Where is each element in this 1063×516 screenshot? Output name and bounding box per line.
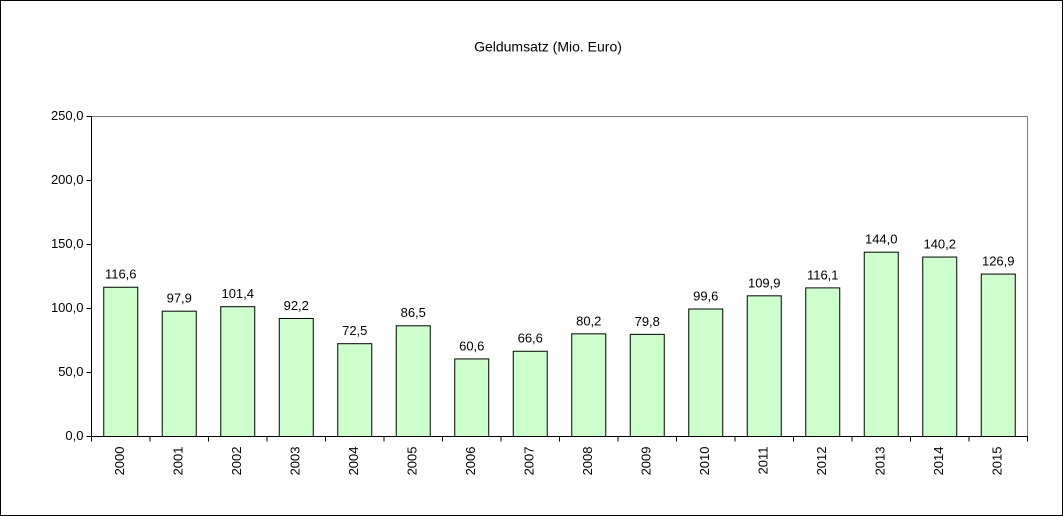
bar xyxy=(278,317,314,438)
bar xyxy=(220,306,256,438)
bar xyxy=(103,286,139,438)
data-label: 126,9 xyxy=(982,254,1015,269)
x-tick-label: 2012 xyxy=(814,447,829,476)
x-tick-label: 2010 xyxy=(697,447,712,476)
chart-title: Geldumsatz (Mio. Euro) xyxy=(474,39,622,55)
data-label: 144,0 xyxy=(865,232,898,247)
data-label: 101,4 xyxy=(221,286,254,301)
bar xyxy=(629,333,665,437)
bar xyxy=(688,308,724,437)
bar xyxy=(454,358,490,438)
x-tick-label: 2000 xyxy=(112,447,127,476)
bar xyxy=(161,310,197,437)
x-tick-label: 2004 xyxy=(346,447,361,476)
y-tick-label: 200,0 xyxy=(51,172,84,187)
x-tick-label: 2009 xyxy=(639,447,654,476)
bar xyxy=(512,350,548,438)
data-label: 97,9 xyxy=(167,291,192,306)
data-label: 86,5 xyxy=(401,305,426,320)
x-tick-label: 2015 xyxy=(990,447,1005,476)
x-tick-label: 2007 xyxy=(522,447,537,476)
x-tick-label: 2011 xyxy=(756,447,771,475)
data-label: 99,6 xyxy=(693,288,718,303)
data-label: 66,6 xyxy=(518,331,543,346)
bar xyxy=(571,333,607,437)
y-tick-label: 250,0 xyxy=(51,108,84,123)
bar xyxy=(395,325,431,437)
y-tick-label: 100,0 xyxy=(51,300,84,315)
bar xyxy=(337,343,373,438)
x-tick-label: 2008 xyxy=(580,447,595,476)
data-label: 109,9 xyxy=(748,275,781,290)
data-label: 60,6 xyxy=(459,338,484,353)
data-label: 72,5 xyxy=(342,323,367,338)
data-label: 79,8 xyxy=(635,314,660,329)
y-tick-label: 0,0 xyxy=(65,428,83,443)
bar xyxy=(746,295,782,437)
data-label: 116,1 xyxy=(807,267,839,282)
y-tick-label: 50,0 xyxy=(58,364,83,379)
bar xyxy=(980,273,1016,437)
x-tick-label: 2006 xyxy=(463,447,478,476)
data-label: 80,2 xyxy=(576,313,601,328)
x-tick-label: 2013 xyxy=(873,447,888,476)
x-tick-label: 2005 xyxy=(405,447,420,476)
data-label: 92,2 xyxy=(284,298,309,313)
x-tick-label: 2003 xyxy=(288,447,303,476)
x-tick-label: 2002 xyxy=(229,447,244,476)
bar xyxy=(863,251,899,437)
data-label: 116,6 xyxy=(105,267,137,282)
bar xyxy=(805,287,841,437)
y-tick-label: 150,0 xyxy=(51,236,84,251)
bar xyxy=(922,256,958,437)
x-tick-label: 2001 xyxy=(171,447,186,476)
x-tick-label: 2014 xyxy=(931,447,946,476)
data-label: 140,2 xyxy=(923,236,956,251)
